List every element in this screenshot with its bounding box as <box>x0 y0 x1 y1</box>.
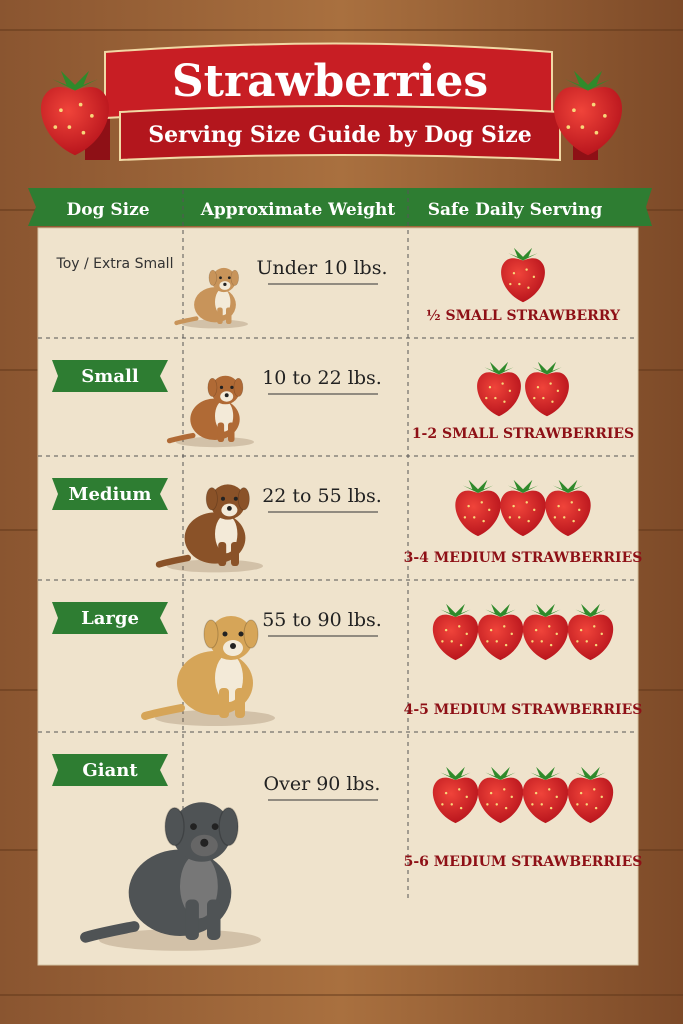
dog-ear <box>243 619 259 649</box>
dog-tail <box>155 554 191 568</box>
dog-eye <box>221 496 225 501</box>
size-label: Toy / Extra Small <box>56 256 174 272</box>
title: Strawberries <box>172 56 488 107</box>
dog-nose <box>227 506 232 511</box>
dog-eye <box>227 276 231 280</box>
dog-eye <box>238 631 244 637</box>
dog-leg <box>185 899 199 940</box>
dog-ear <box>230 269 239 286</box>
weight-label: 55 to 90 lbs. <box>262 609 382 631</box>
dog-ear <box>233 377 244 397</box>
dog-tail <box>141 704 185 720</box>
size-ribbon <box>52 602 168 634</box>
dog-nose <box>224 393 229 398</box>
dog-leg <box>217 422 225 442</box>
serving-label: 1-2 SMALL STRAWBERRIES <box>412 426 634 442</box>
dog-tail <box>166 432 196 444</box>
dog-nose <box>230 643 236 649</box>
size-label: Giant <box>82 760 138 781</box>
size-label: Small <box>81 366 139 387</box>
dog-leg <box>217 307 223 324</box>
dog-nose <box>223 282 227 287</box>
dog-eye <box>190 823 197 830</box>
dog-leg <box>235 688 245 718</box>
serving-label: 4-5 MEDIUM STRAWBERRIES <box>404 702 643 718</box>
dog-leg <box>218 542 227 566</box>
dog-leg <box>219 688 229 718</box>
dog-eye <box>230 385 234 390</box>
dog-eye <box>222 631 228 637</box>
dog-illustration <box>174 267 248 329</box>
dog-eye <box>219 385 224 390</box>
subtitle-banner <box>119 105 561 162</box>
weight-label: 10 to 22 lbs. <box>262 367 382 389</box>
column-header: Approximate Weight <box>200 200 396 220</box>
dog-ear <box>237 487 250 511</box>
size-label: Large <box>81 608 139 629</box>
dog-tail <box>80 921 140 943</box>
column-header: Dog Size <box>66 200 149 220</box>
weight-label: Under 10 lbs. <box>256 257 387 279</box>
serving-label: ½ SMALL STRAWBERRY <box>426 308 621 324</box>
weight-label: 22 to 55 lbs. <box>262 485 382 507</box>
dog-nose <box>200 838 209 847</box>
dog-leg <box>231 542 239 566</box>
dog-illustration <box>80 802 261 951</box>
serving-label: 5-6 MEDIUM STRAWBERRIES <box>404 854 643 870</box>
dog-eye <box>211 823 219 830</box>
size-ribbon <box>52 360 168 392</box>
dog-ear <box>203 619 219 649</box>
dog-illustration <box>166 375 254 448</box>
dog-ear <box>207 377 218 397</box>
dog-leg <box>228 422 235 442</box>
size-ribbon <box>52 478 168 510</box>
column-header: Safe Daily Serving <box>428 200 603 220</box>
dog-ear <box>205 487 218 511</box>
dog-leg <box>207 899 221 940</box>
serving-label: 3-4 MEDIUM STRAWBERRIES <box>404 550 643 566</box>
size-label: Medium <box>69 484 152 505</box>
dog-leg <box>226 307 232 324</box>
dog-ear <box>218 807 239 847</box>
dog-ear <box>164 807 185 847</box>
dog-illustration <box>155 484 263 573</box>
dog-eye <box>233 496 238 501</box>
dog-tail <box>174 316 199 326</box>
dog-ear <box>208 269 217 286</box>
size-ribbon <box>52 754 168 786</box>
table-header-bar <box>28 188 652 226</box>
weight-label: Over 90 lbs. <box>264 773 381 795</box>
subtitle: Serving Size Guide by Dog Size <box>148 122 532 148</box>
table-paper <box>37 227 639 966</box>
dog-illustration <box>141 616 275 726</box>
dog-eye <box>219 276 222 280</box>
